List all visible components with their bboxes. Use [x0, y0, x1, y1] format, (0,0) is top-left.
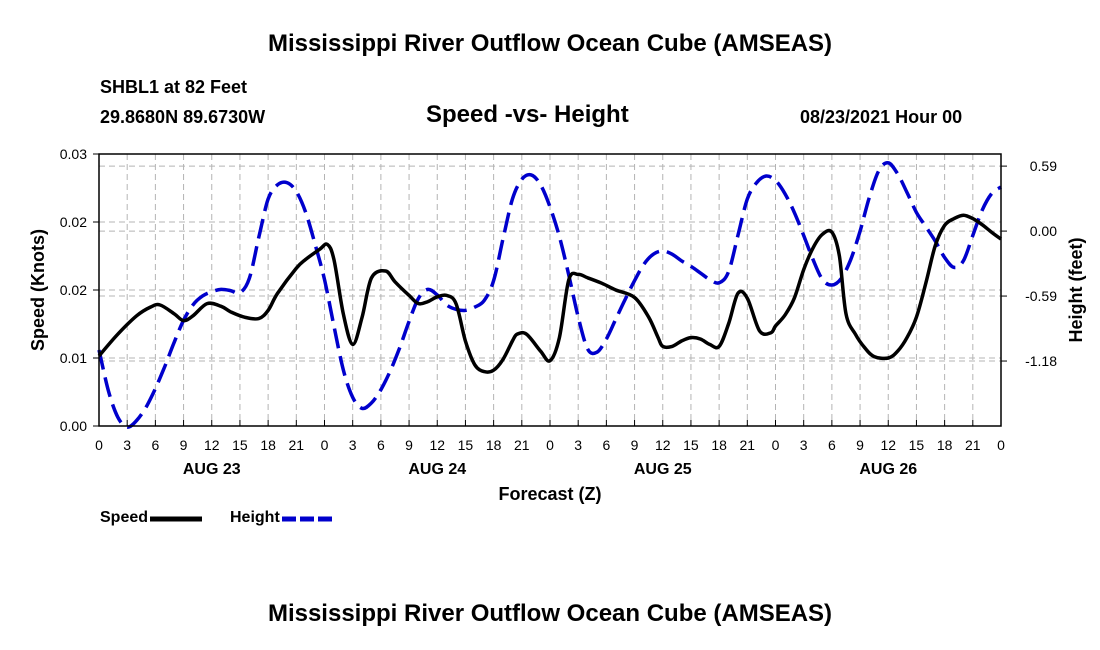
x-tick-label: 15	[458, 437, 474, 453]
x-tick-label: 15	[232, 437, 248, 453]
y2-tick-label: -0.59	[1025, 288, 1057, 304]
y2-tick-label: 0.00	[1030, 223, 1057, 239]
forecast-datetime: 08/23/2021 Hour 00	[800, 107, 963, 127]
x-tick-label: 18	[937, 437, 953, 453]
chart-title-top: Mississippi River Outflow Ocean Cube (AM…	[267, 30, 833, 57]
x-tick-label: 12	[880, 437, 896, 453]
x-tick-label: 12	[655, 437, 671, 453]
x-tick-label: 6	[828, 437, 836, 453]
station-label: SHBL1 at 82 Feet	[100, 77, 248, 97]
legend-speed-label: Speed	[100, 509, 149, 526]
day-label: AUG 24	[408, 461, 466, 478]
x-tick-label: 3	[800, 437, 808, 453]
x-tick-label: 3	[574, 437, 582, 453]
x-axis-label: Forecast (Z)	[498, 484, 601, 504]
x-tick-label: 3	[123, 437, 131, 453]
x-tick-label: 21	[514, 437, 530, 453]
grid	[99, 154, 1001, 426]
chart-title-bottom: Mississippi River Outflow Ocean Cube (AM…	[267, 600, 833, 627]
legend-height-swatch	[281, 516, 334, 522]
legend-speed-swatch	[150, 516, 203, 522]
x-tick-label: 9	[631, 437, 639, 453]
series-line-speed	[97, 213, 1002, 374]
legend-height: Height	[230, 509, 336, 527]
x-tick-label: 15	[683, 437, 699, 453]
chart-subtitle: Speed -vs- Height	[426, 101, 629, 128]
x-tick-label: 21	[289, 437, 305, 453]
x-tick-label: 9	[856, 437, 864, 453]
y-tick-label: 0.02	[60, 214, 87, 230]
x-tick-label: 0	[321, 437, 329, 453]
y-tick-label: 0.01	[60, 350, 87, 366]
legend-height-label: Height	[230, 509, 280, 526]
x-tick-label: 0	[546, 437, 554, 453]
x-tick-label: 18	[711, 437, 727, 453]
y-tick-label: 0.02	[60, 282, 87, 298]
x-tick-label: 9	[180, 437, 188, 453]
x-tick-label: 0	[997, 437, 1005, 453]
x-tick-label: 3	[349, 437, 357, 453]
series-line-height	[97, 161, 1002, 429]
x-tick-label: 15	[909, 437, 925, 453]
y-axis-label: Speed (Knots)	[28, 229, 48, 351]
coordinates-label: 29.8680N 89.6730W	[100, 107, 266, 127]
x-tick-label: 0	[95, 437, 103, 453]
x-tick-label: 18	[486, 437, 502, 453]
x-tick-label: 9	[405, 437, 413, 453]
y2-tick-label: -1.18	[1025, 353, 1057, 369]
x-tick-label: 18	[260, 437, 276, 453]
axes: 0 3 6 9 12 15 18 21 0 3 6 9 12 15 18 21 0 3 6 9 12 15 18 21 0 3 6 9…	[60, 146, 1057, 478]
legend-speed: Speed	[100, 509, 204, 527]
y2-axis-label: Height (feet)	[1066, 238, 1086, 343]
x-tick-label: 21	[740, 437, 756, 453]
y-tick-label: 0.03	[60, 146, 87, 162]
x-tick-label: 6	[151, 437, 159, 453]
x-tick-label: 12	[429, 437, 445, 453]
x-tick-label: 12	[204, 437, 220, 453]
day-label: AUG 23	[183, 461, 241, 478]
x-tick-label: 6	[602, 437, 610, 453]
x-tick-label: 0	[772, 437, 780, 453]
y-tick-label: 0.00	[60, 418, 87, 434]
x-tick-label: 6	[377, 437, 385, 453]
series-layer	[97, 161, 1002, 429]
x-tick-label: 21	[965, 437, 981, 453]
y2-tick-label: 0.59	[1030, 158, 1057, 174]
day-label: AUG 25	[634, 461, 692, 478]
day-label: AUG 26	[859, 461, 917, 478]
